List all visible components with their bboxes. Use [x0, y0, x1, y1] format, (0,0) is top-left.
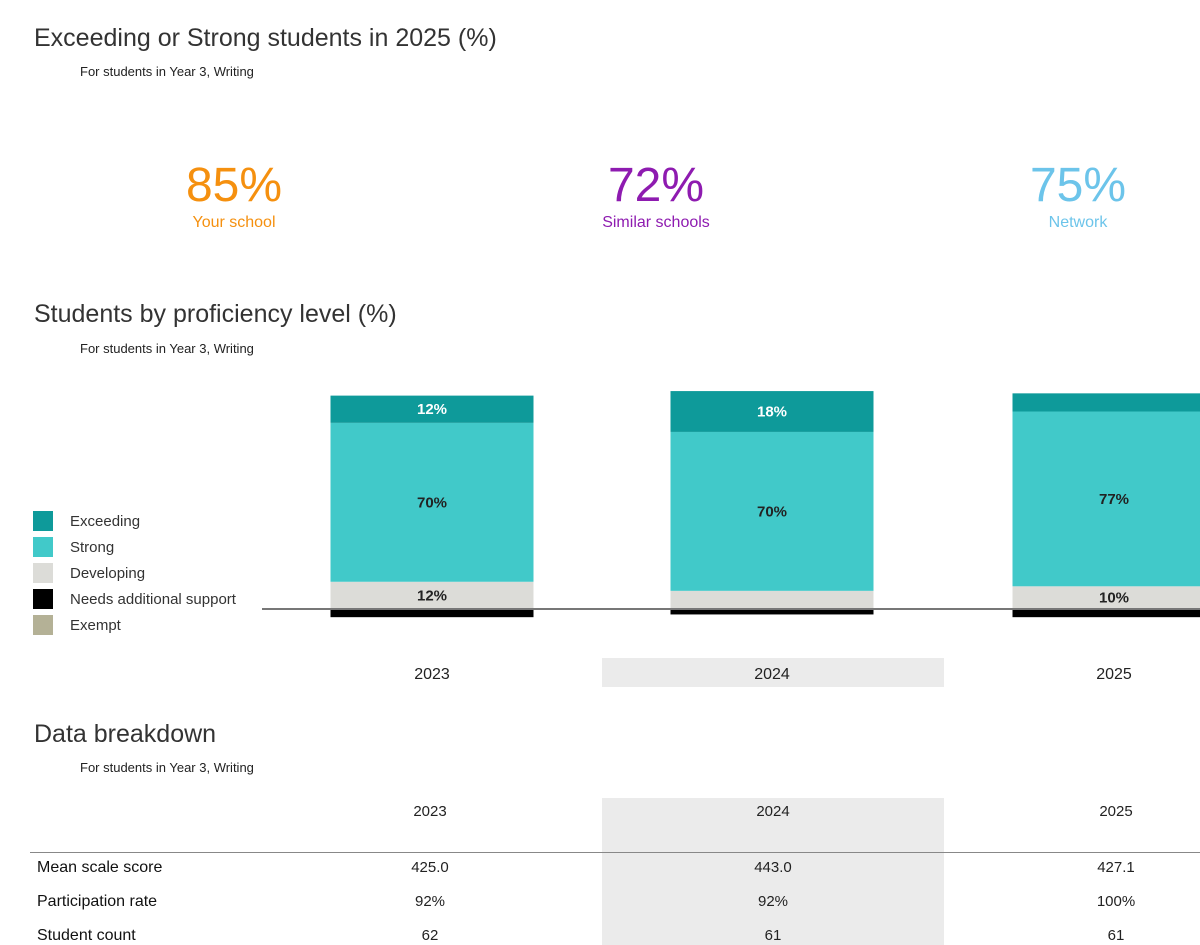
- legend-swatch: [33, 511, 53, 531]
- chart-legend: Exceeding Strong Developing Needs additi…: [33, 508, 236, 638]
- table-cell: 443.0: [754, 859, 792, 876]
- table-year-header: 2023: [413, 803, 447, 820]
- legend-item-needs-support: Needs additional support: [33, 586, 236, 612]
- table-header-divider: [30, 852, 1200, 853]
- bar-segment-strong: [670, 431, 874, 591]
- legend-swatch: [33, 615, 53, 635]
- legend-swatch: [33, 537, 53, 557]
- table-cell: 425.0: [411, 859, 449, 876]
- kpi-section-title: Exceeding or Strong students in 2025 (%): [34, 24, 497, 52]
- bar-data-label: 77%: [1099, 491, 1129, 508]
- table-cell: 100%: [1096, 893, 1136, 910]
- proficiency-chart: 12% 70% 12% 2023 70% 18% 2024 10% 77% 2025: [262, 391, 1200, 683]
- kpi-value: 85%: [185, 159, 283, 212]
- kpi-section-subtitle: For students in Year 3, Writing: [80, 64, 254, 79]
- table-row-label: Student count: [37, 927, 136, 944]
- legend-label: Developing: [70, 564, 146, 582]
- legend-label: Strong: [70, 538, 115, 556]
- bar-data-label: 18%: [757, 404, 787, 421]
- bar-segment-exceeding: [670, 391, 874, 432]
- bar-segment-developing: [1012, 586, 1200, 609]
- bar-segment-needs-additional-support: [1012, 609, 1200, 618]
- x-tick-label: 2024: [754, 666, 790, 683]
- table-2024-highlight: [602, 798, 944, 945]
- table-cell: 92%: [757, 893, 789, 910]
- legend-swatch: [33, 563, 53, 583]
- bar-segment-developing: [330, 581, 534, 609]
- x-tick-label: 2023: [414, 666, 450, 683]
- legend-item-exceeding: Exceeding: [33, 508, 236, 534]
- table-cell: 92%: [414, 893, 446, 910]
- table-cell: 62: [421, 927, 439, 944]
- legend-label: Exempt: [70, 616, 121, 634]
- legend-label: Exceeding: [70, 512, 141, 530]
- kpi-value: 75%: [1029, 159, 1127, 212]
- bar-data-label: 70%: [757, 503, 787, 520]
- legend-item-strong: Strong: [33, 534, 236, 560]
- kpi-value: 72%: [607, 159, 705, 212]
- legend-swatch: [33, 589, 53, 609]
- bar-segment-strong: [1012, 411, 1200, 587]
- kpi-label: Network: [1048, 214, 1108, 231]
- chart-2024-highlight: [602, 658, 944, 687]
- bar-segment-needs-additional-support: [670, 609, 874, 615]
- x-tick-label: 2025: [1096, 666, 1132, 683]
- bar-segment-strong: [330, 422, 534, 582]
- kpi-similar-schools: 72% Similar schools: [526, 160, 786, 232]
- bar-data-label: 12%: [417, 401, 447, 418]
- bar-segment-developing: [670, 590, 874, 609]
- kpi-your-school: 85% Your school: [104, 160, 364, 232]
- table-cell: 427.1: [1097, 859, 1135, 876]
- bar-data-label: 12%: [417, 587, 447, 604]
- table-year-header: 2025: [1099, 803, 1133, 820]
- table-row-label: Participation rate: [37, 893, 158, 910]
- legend-item-exempt: Exempt: [33, 612, 236, 638]
- legend-item-developing: Developing: [33, 560, 236, 586]
- kpi-label: Similar schools: [602, 214, 710, 231]
- bar-data-label: 10%: [1099, 590, 1129, 607]
- bar-data-label: 70%: [417, 494, 447, 511]
- proficiency-section-title: Students by proficiency level (%): [34, 300, 397, 328]
- table-year-header: 2024: [756, 803, 790, 820]
- table-cell: 61: [764, 927, 782, 944]
- legend-label: Needs additional support: [70, 590, 236, 608]
- breakdown-section-subtitle: For students in Year 3, Writing: [80, 760, 254, 775]
- proficiency-section-subtitle: For students in Year 3, Writing: [80, 341, 254, 356]
- table-cell: 61: [1107, 927, 1125, 944]
- kpi-network: 75% Network: [948, 160, 1200, 232]
- breakdown-section-title: Data breakdown: [34, 720, 217, 748]
- bar-segment-needs-additional-support: [330, 609, 534, 618]
- kpi-label: Your school: [192, 214, 276, 231]
- bar-segment-exceeding: [1012, 393, 1200, 412]
- table-row-label: Mean scale score: [37, 859, 163, 876]
- bar-segment-exceeding: [330, 395, 534, 423]
